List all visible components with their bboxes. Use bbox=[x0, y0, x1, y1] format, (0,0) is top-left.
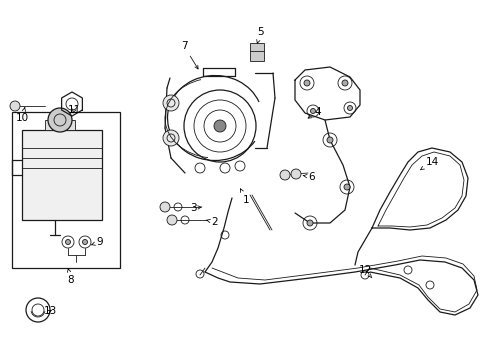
Circle shape bbox=[163, 130, 179, 146]
Text: 9: 9 bbox=[91, 237, 103, 247]
Bar bbox=[45, 120, 75, 130]
Text: 4: 4 bbox=[307, 107, 321, 118]
Circle shape bbox=[65, 239, 70, 244]
Circle shape bbox=[310, 108, 315, 113]
Circle shape bbox=[48, 108, 72, 132]
Circle shape bbox=[341, 80, 347, 86]
Circle shape bbox=[160, 202, 170, 212]
Text: 6: 6 bbox=[303, 172, 315, 182]
Text: 8: 8 bbox=[67, 269, 74, 285]
Circle shape bbox=[306, 220, 312, 226]
Circle shape bbox=[214, 120, 225, 132]
Circle shape bbox=[82, 239, 87, 244]
Circle shape bbox=[280, 170, 289, 180]
Bar bbox=[12, 112, 120, 268]
Text: 1: 1 bbox=[240, 189, 249, 205]
Circle shape bbox=[347, 105, 352, 111]
Circle shape bbox=[10, 101, 20, 111]
Circle shape bbox=[290, 169, 301, 179]
Circle shape bbox=[167, 215, 177, 225]
Text: 11: 11 bbox=[67, 105, 81, 115]
Bar bbox=[249, 43, 264, 61]
Text: 12: 12 bbox=[358, 265, 371, 278]
Text: 10: 10 bbox=[16, 107, 28, 123]
Circle shape bbox=[304, 80, 309, 86]
Circle shape bbox=[343, 184, 349, 190]
Text: 2: 2 bbox=[206, 217, 218, 227]
Bar bbox=[22, 130, 102, 220]
Text: 7: 7 bbox=[181, 41, 198, 69]
Circle shape bbox=[326, 137, 332, 143]
Circle shape bbox=[163, 95, 179, 111]
Text: 5: 5 bbox=[256, 27, 264, 43]
Text: 13: 13 bbox=[43, 306, 57, 316]
Text: 14: 14 bbox=[419, 157, 438, 170]
Text: 3: 3 bbox=[189, 203, 202, 213]
